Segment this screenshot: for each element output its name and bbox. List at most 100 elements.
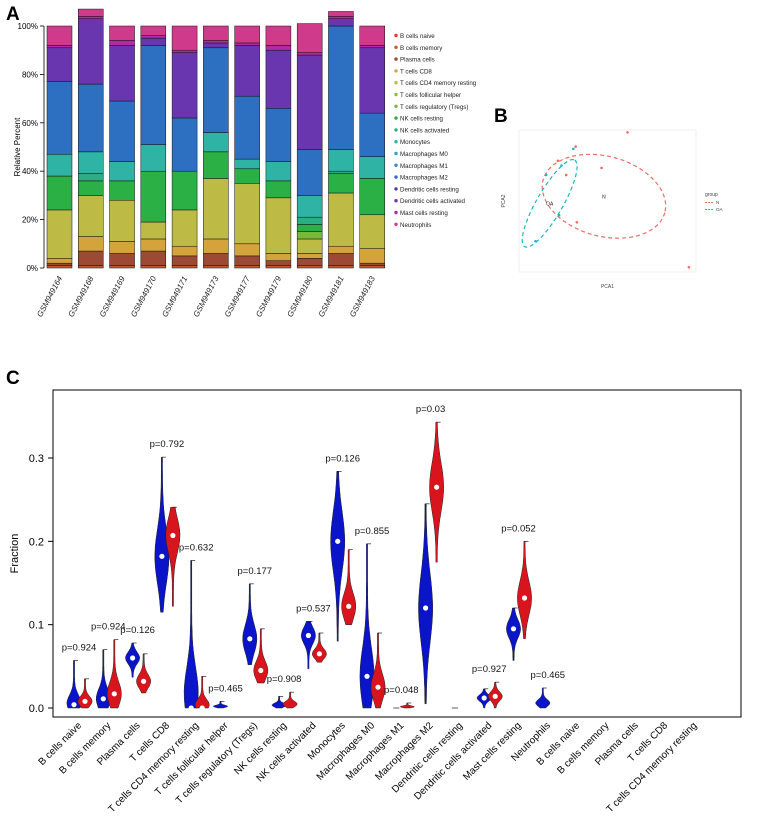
bar-segment-nk-cells-resting xyxy=(171,170,198,211)
b-legend-label-n: N xyxy=(716,200,719,205)
violin-blue-b-cells-memory xyxy=(95,649,111,709)
bar-segment-macrophages-m2 xyxy=(265,108,292,162)
bar-segment-neutrophils xyxy=(234,25,260,44)
c-pvalue-label: p=0.465 xyxy=(208,683,243,694)
bar-segment-neutrophils xyxy=(171,25,198,51)
legend-swatch-nk-cells-activated xyxy=(394,128,398,132)
legend-swatch-b-cells-naive xyxy=(394,33,398,38)
bar-segment-macrophages-m2 xyxy=(359,112,385,157)
violin-blue-neutrophils xyxy=(535,687,551,709)
bar-segment-neutrophils xyxy=(109,25,135,41)
bar-segment-t-cells-cd4-memory-resting xyxy=(359,214,385,249)
bar-segment-macrophages-m2 xyxy=(109,100,135,162)
legend-swatch-plasma-cells xyxy=(394,57,398,61)
violin-red-t-cells-regulatory-tregs xyxy=(253,628,269,684)
bar-segment-dendritic-cells-activated xyxy=(171,52,198,119)
c-pvalue-label: p=0.908 xyxy=(267,674,302,685)
violin-red-t-cells-cd4-memory-resting-median-point xyxy=(199,705,205,711)
legend-label-mast-cells-resting: Mast cells resting xyxy=(400,210,448,217)
legend-label-neutrophils: Neutrophils xyxy=(400,222,431,229)
legend-swatch-dendritic-cells-activated xyxy=(394,199,398,203)
c-y-tick-label: 0.2 xyxy=(29,536,44,548)
bar-segment-macrophages-m2 xyxy=(171,117,198,172)
b-point-oa xyxy=(560,164,563,167)
violin-blue-macrophages-m0 xyxy=(359,543,375,709)
bar-segment-nk-cells-resting xyxy=(359,178,385,216)
bar-segment-neutrophils xyxy=(46,25,73,46)
bar-segment-macrophages-m2 xyxy=(140,45,167,145)
bar-segment-macrophages-m2 xyxy=(46,81,73,155)
violin-red-mast-cells-resting-median-point xyxy=(521,595,528,601)
violin-red-monocytes-median-point xyxy=(346,603,352,609)
bar-segment-neutrophils xyxy=(140,25,167,36)
a-y-axis-title: Relative Percent xyxy=(13,117,22,176)
c-pvalue-label: p=0.924 xyxy=(62,643,97,654)
violin-red-dendritic-cells-activated-median-point xyxy=(492,693,498,699)
violin-red-macrophages-m2 xyxy=(429,421,444,563)
b-point-oa xyxy=(571,147,575,151)
c-pvalue-label: p=0.465 xyxy=(530,670,565,681)
violin-blue-macrophages-m2-median-point xyxy=(423,605,429,611)
a-y-tick-label: 60% xyxy=(22,119,38,128)
c-pvalue-label: p=0.855 xyxy=(355,526,390,537)
c-pvalue-label: p=0.177 xyxy=(237,566,272,577)
violin-blue-t-cells-cd4-memory-resting xyxy=(183,560,199,709)
legend-swatch-t-cells-regulatory-tregs xyxy=(394,104,398,109)
legend-swatch-b-cells-memory xyxy=(394,45,398,49)
violin-blue-b-cells-naive-median-point xyxy=(71,702,77,708)
violin-red-plasma-cells xyxy=(136,653,151,694)
legend-swatch-macrophages-m0 xyxy=(394,151,398,156)
panel-letter-b: B xyxy=(494,106,508,127)
legend-swatch-t-cells-cd4-memory-resting xyxy=(394,81,398,85)
a-y-tick-label: 100% xyxy=(18,22,38,31)
violin-blue-t-cells-cd8 xyxy=(154,456,170,613)
legend-label-macrophages-m0: Macrophages M0 xyxy=(400,151,448,158)
panel-letter-a: A xyxy=(6,4,20,25)
b-point-n xyxy=(564,173,568,177)
violin-red-nk-cells-activated xyxy=(312,632,327,663)
violin-blue-nk-cells-activated-median-point xyxy=(305,632,311,639)
c-pvalue-label: p=0.632 xyxy=(179,543,214,554)
violin-red-b-cells-naive xyxy=(77,678,93,709)
c-pvalue-label: p=0.03 xyxy=(416,404,445,415)
bar-segment-macrophages-m2 xyxy=(234,95,260,160)
violin-blue-t-cells-cd4-memory-resting-median-point xyxy=(188,705,194,711)
legend-swatch-dendritic-cells-resting xyxy=(394,187,398,191)
bar-segment-t-cells-cd4-memory-resting xyxy=(234,183,260,245)
c-pvalue-label: p=0.537 xyxy=(296,603,331,614)
c-pvalue-label: p=0.924 xyxy=(91,622,126,633)
bar-segment-dendritic-cells-activated xyxy=(265,49,292,109)
violin-red-t-cells-regulatory-tregs-median-point xyxy=(258,667,264,674)
b-legend-title: group xyxy=(705,192,718,198)
c-plot-frame xyxy=(52,389,742,718)
b-point-oa xyxy=(544,173,548,177)
violin-blue-b-cells-memory-median-point xyxy=(100,696,106,702)
b-point-n xyxy=(575,221,579,224)
legend-label-dendritic-cells-resting: Dendritic cells resting xyxy=(400,186,459,193)
c-y-tick-label: 0.0 xyxy=(29,703,44,715)
legend-swatch-neutrophils xyxy=(394,222,398,226)
violin-red-t-cells-cd4-memory-resting xyxy=(194,676,210,709)
c-pvalue-label: p=0.126 xyxy=(325,453,360,464)
violin-red-b-cells-memory-median-point xyxy=(111,691,117,697)
violin-blue-plasma-cells-median-point xyxy=(130,655,136,661)
violin-blue-t-cells-cd8-median-point xyxy=(159,553,165,559)
panel-letter-c: C xyxy=(6,368,20,389)
legend-swatch-monocytes xyxy=(394,140,398,144)
b-group-center-label-n: N xyxy=(602,194,606,200)
b-point-n xyxy=(626,131,629,134)
bar-segment-t-cells-cd4-memory-resting xyxy=(328,192,354,247)
legend-label-t-cells-regulatory-tregs: T cells regulatory (Tregs) xyxy=(400,104,468,111)
bar-segment-neutrophils xyxy=(203,25,229,41)
violin-blue-mast-cells-resting-median-point xyxy=(510,626,517,632)
b-point-oa xyxy=(534,239,537,243)
violin-blue-monocytes xyxy=(330,471,346,642)
bar-segment-t-cells-cd4-memory-resting xyxy=(171,209,198,247)
legend-label-dendritic-cells-activated: Dendritic cells activated xyxy=(400,198,466,205)
c-pvalue-label: p=0.792 xyxy=(150,439,185,450)
legend-label-t-cells-cd4-memory-resting: T cells CD4 memory resting xyxy=(400,80,477,87)
b-point-oa xyxy=(557,213,561,217)
violin-red-t-cells-cd8 xyxy=(165,506,181,607)
b-legend-label-oa: OA xyxy=(716,207,723,212)
violin-blue-t-cells-regulatory-tregs xyxy=(242,583,258,665)
